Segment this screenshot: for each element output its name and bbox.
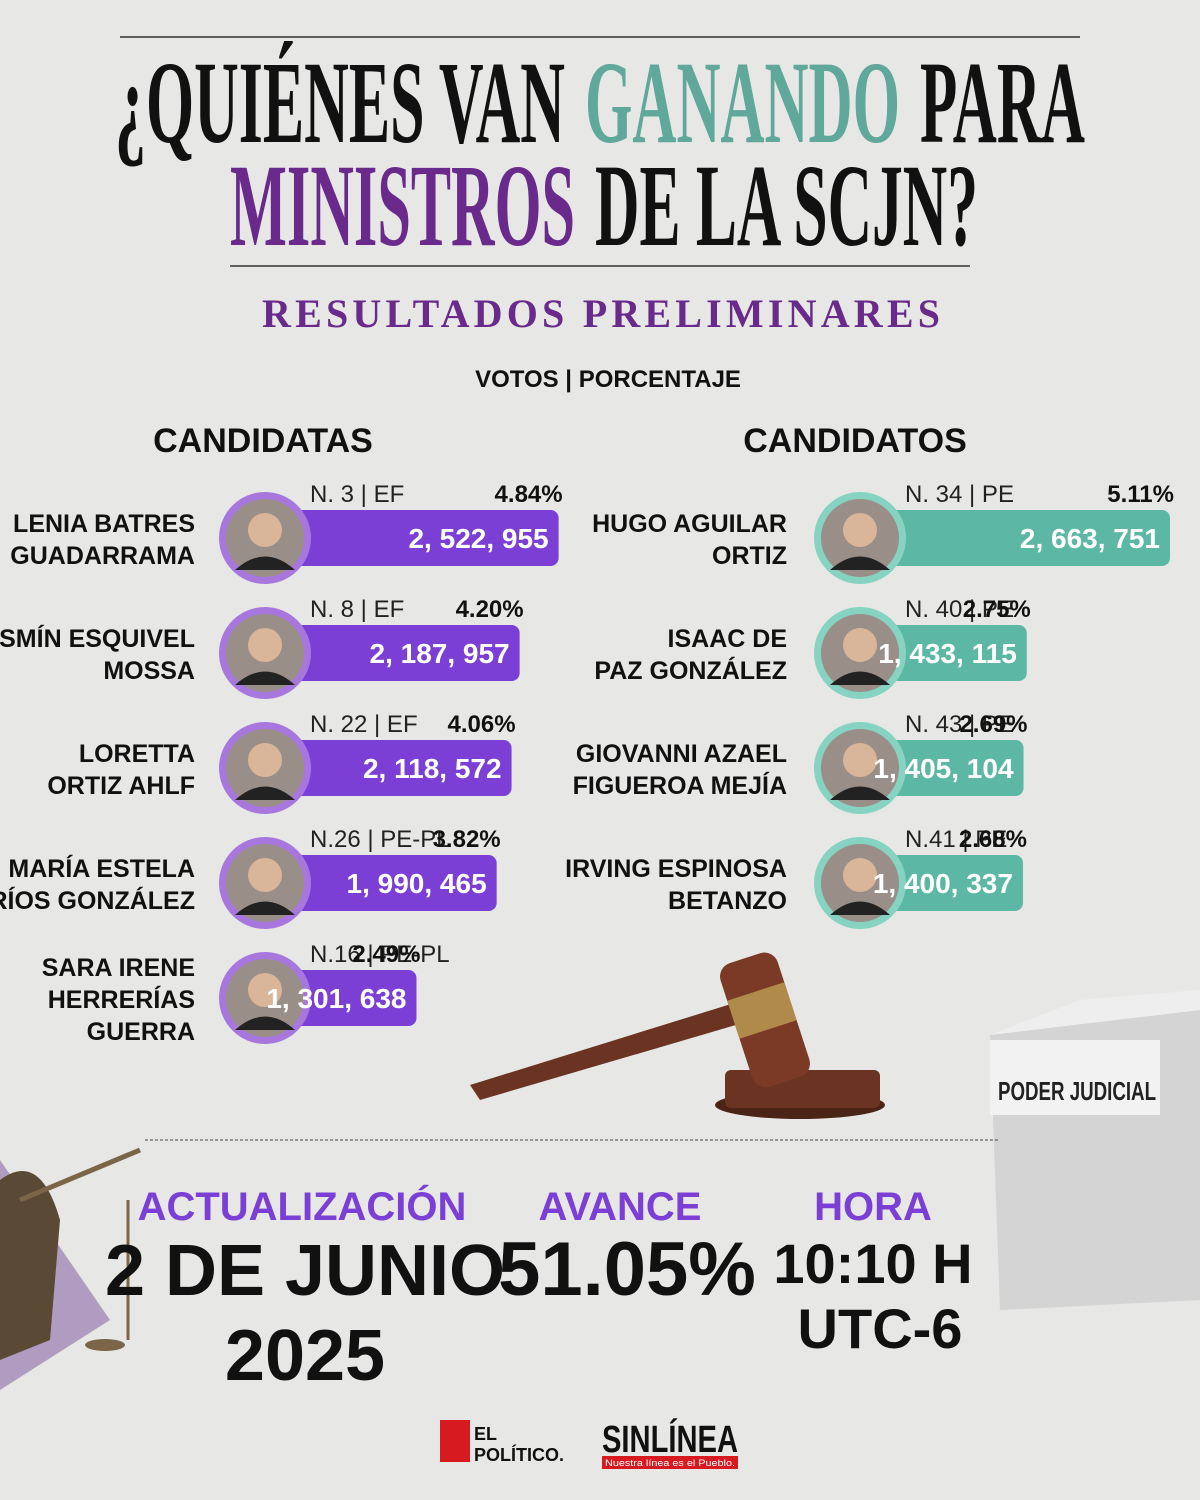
logo-el-politico: EL POLÍTICO. [440,1420,564,1465]
title-part: MINISTROS [230,140,575,271]
tag: N.41 | PE [905,826,1007,853]
votes-label: 2, 663, 751 [1020,523,1160,554]
photo-body [235,901,295,915]
ballot-box-label: PODER JUDICIAL [998,1076,1156,1106]
candidate-name: ORTIZ [712,542,787,570]
tag: N. 34 | PE [905,481,1014,508]
photo-head [843,858,877,892]
photo-body [235,671,295,685]
votes-label: 1, 400, 337 [873,868,1013,899]
percent: 4.06% [447,711,515,738]
gavel [470,952,885,1119]
votes-label: 2, 522, 955 [408,523,548,554]
section-heading: CANDIDATOS [743,422,967,460]
votes-label: 1, 990, 465 [347,868,487,899]
photo-head [248,858,282,892]
photo-body [235,786,295,800]
photo-head [843,628,877,662]
candidate-name: IRVING ESPINOSA [565,855,787,883]
candidate-name: MARÍA ESTELA [8,854,195,883]
logo-tagline: Nuestra línea es el Pueblo. [605,1458,735,1468]
photo-body [830,901,890,915]
tag: N.26 | PE-PL [310,826,450,853]
update-label: ACTUALIZACIÓN [138,1183,467,1229]
bar [265,740,512,796]
legend: VOTOS | PORCENTAJE [475,366,741,393]
tag: N. 40 | PE [905,596,1014,623]
logo-text: EL [474,1424,497,1444]
photo-head [248,513,282,547]
bar [860,510,1170,566]
candidate-name: FIGUEROA MEJÍA [573,771,787,800]
title-part: PARA [920,37,1085,168]
justice-statue [0,1147,141,1390]
percent: 2.75% [963,596,1031,623]
candidate-name: ORTIZ AHLF [47,772,195,800]
time: UTC-6 [798,1297,963,1360]
candidate-name: RÍOS GONZÁLEZ [0,886,195,915]
votes-label: 2, 118, 572 [363,753,502,784]
candidate-name: HUGO AGUILAR [592,510,787,538]
candidate-name: ISAAC DE [668,625,787,653]
logo-text: POLÍTICO. [474,1444,564,1465]
candidate-name: SARA IRENE [42,954,195,982]
percent: 2.68% [959,826,1027,853]
update-date: 2 DE JUNIO [105,1231,505,1311]
time: 10:10 H [773,1232,972,1295]
percent: 2.69% [959,711,1027,738]
candidate-name: MOSSA [103,657,195,685]
title-part: DE LA SCJN? [595,140,978,271]
subtitle: RESULTADOS PRELIMINARES [262,291,940,336]
votes-label: 1, 301, 638 [266,983,406,1014]
percent: 2.49% [352,941,420,968]
candidate-name: HERRERÍAS [48,985,195,1014]
section-heading: CANDIDATAS [153,422,373,460]
progress: 51.05% [498,1227,756,1312]
votes-label: 1, 405, 104 [873,753,1014,784]
candidate-name: LORETTA [79,740,195,768]
bar [265,510,559,566]
photo-head [248,743,282,777]
votes-label: 2, 187, 957 [370,638,510,669]
ballot-box: PODER JUDICIAL [990,990,1200,1310]
percent: 4.20% [456,596,524,623]
tag: N. 22 | EF [310,711,418,738]
candidate-name: LENIA BATRES [13,510,195,538]
progress-label: AVANCE [539,1185,702,1229]
candidate-name: GUADARRAMA [10,542,195,570]
tag: N. 43 | PE [905,711,1014,738]
percent: 5.11% [1107,481,1174,508]
candidate-name: PAZ GONZÁLEZ [594,656,787,685]
title-part: GANANDO [585,37,900,168]
bar [265,855,497,911]
votes-label: 1, 433, 115 [878,638,1017,669]
tag: N. 3 | EF [310,481,404,508]
photo-body [235,1016,295,1030]
photo-head [843,743,877,777]
percent: 3.82% [433,826,501,853]
photo-head [843,513,877,547]
tag: N. 8 | EF [310,596,404,623]
logo-sinlinea: SINLÍNEA Nuestra línea es el Pueblo. [602,1417,738,1469]
time-label: HORA [814,1185,932,1229]
candidate-name: GIOVANNI AZAEL [576,740,787,768]
photo-body [830,556,890,570]
candidate-name: GUERRA [87,1018,195,1046]
tag: N.16 | PE-PL [310,941,450,968]
logo-text: SINLÍNEA [602,1417,738,1461]
candidate-name: YASMÍN ESQUIVEL [0,624,195,653]
title-part: ¿QUIÉNES VAN [115,37,565,168]
candidate-name: BETANZO [668,887,787,915]
photo-head [248,628,282,662]
photo-body [830,671,890,685]
photo-head [248,973,282,1007]
update-date: 2025 [225,1316,385,1396]
photo-body [830,786,890,800]
percent: 4.84% [495,481,563,508]
photo-body [235,556,295,570]
bar [265,625,520,681]
